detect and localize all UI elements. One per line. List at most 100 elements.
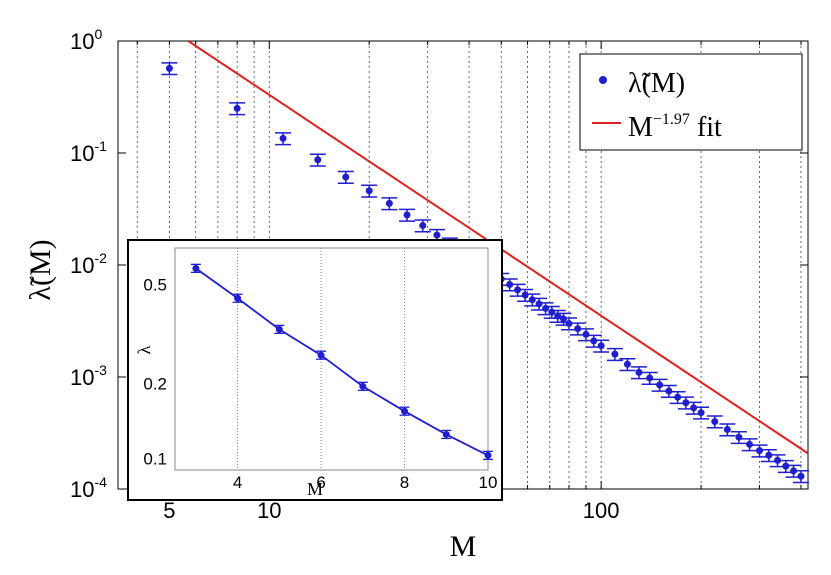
inset-data-point <box>399 406 410 416</box>
y-tick-base: 10 <box>70 29 94 54</box>
inset-point-marker <box>317 351 325 359</box>
data-point <box>561 317 578 331</box>
inset-data-point <box>441 429 452 440</box>
data-point <box>693 406 710 420</box>
data-point <box>275 132 292 146</box>
data-point <box>593 339 610 353</box>
point-marker <box>723 425 731 433</box>
inset-x-tick-label: 4 <box>233 473 242 492</box>
point-marker <box>419 222 427 230</box>
point-marker <box>765 451 773 459</box>
point-marker <box>711 418 719 426</box>
data-point <box>685 401 702 415</box>
point-marker <box>403 211 411 219</box>
point-marker <box>574 325 582 333</box>
data-point <box>730 430 747 445</box>
inset-point-marker <box>401 407 409 415</box>
inset-y-tick-label: 0.5 <box>143 275 167 294</box>
y-tick-exponent: -2 <box>94 250 107 266</box>
y-tick-base: 10 <box>70 365 94 390</box>
inset-x-tick-labels: 4 6 8 10 <box>233 473 498 492</box>
inset-data-point <box>483 450 493 461</box>
point-marker <box>433 231 441 239</box>
inset-x-tick-label: 6 <box>316 473 325 492</box>
inset-data-point <box>232 293 243 303</box>
data-point <box>531 297 548 311</box>
point-marker <box>342 173 350 181</box>
point-marker <box>697 409 705 417</box>
inset-chart: 0.5 0.2 0.1 4 6 8 10 M λ <box>127 239 503 501</box>
point-marker <box>623 360 631 368</box>
y-tick-exponent: -3 <box>94 362 107 378</box>
data-point <box>309 153 326 167</box>
y-tick-exponent: -4 <box>94 474 107 490</box>
inset-y-tick-labels: 0.5 0.2 0.1 <box>143 275 167 468</box>
y-tick-base: 10 <box>70 253 94 278</box>
inset-x-axis-title: M <box>307 479 323 499</box>
point-marker <box>665 387 673 395</box>
data-point <box>760 449 777 463</box>
point-marker <box>597 342 605 350</box>
point-marker <box>774 456 782 464</box>
inset-data-point <box>190 263 201 274</box>
inset-data-point <box>316 350 327 360</box>
main-x-tick-labels: 5 10 100 <box>163 498 619 523</box>
point-marker <box>528 296 536 304</box>
data-point <box>619 357 636 372</box>
point-marker <box>756 447 764 455</box>
data-point <box>229 102 246 116</box>
point-marker <box>635 368 643 376</box>
inset-point-marker <box>359 382 367 390</box>
point-marker <box>554 312 562 320</box>
inset-point-marker <box>484 451 492 459</box>
inset-data-point <box>357 381 368 391</box>
point-marker <box>746 440 754 448</box>
inset-x-tick-label: 10 <box>479 473 498 492</box>
point-marker <box>656 381 664 389</box>
data-point <box>414 219 431 233</box>
legend: λ̃(M) M−1.97 fit <box>579 53 803 151</box>
point-marker <box>646 374 654 382</box>
point-marker <box>559 315 567 323</box>
point-marker <box>365 187 373 195</box>
y-tick-base: 10 <box>70 477 94 502</box>
y-tick-label: 10-1 <box>70 138 107 166</box>
inset-y-tick-label: 0.1 <box>143 450 167 469</box>
x-tick-label: 100 <box>583 498 620 523</box>
data-point <box>741 438 758 452</box>
legend-fit-base: M <box>628 112 653 143</box>
legend-box <box>579 53 803 151</box>
data-point <box>577 328 594 342</box>
point-marker <box>611 350 619 358</box>
inset-data-point <box>274 324 285 335</box>
main-y-axis-title: λ̃(M) <box>24 239 57 300</box>
y-tick-label: 10-3 <box>70 362 107 390</box>
inset-series <box>190 263 493 461</box>
legend-label-fit: M−1.97 fit <box>628 111 722 143</box>
point-marker <box>165 64 173 72</box>
data-point <box>651 378 668 392</box>
data-point <box>606 347 623 362</box>
inset-y-axis-title: λ <box>134 345 154 354</box>
data-point <box>161 62 178 76</box>
x-tick-label: 5 <box>163 498 175 523</box>
inset-point-marker <box>442 430 450 438</box>
data-point <box>381 197 398 211</box>
data-point <box>361 184 378 198</box>
inset-point-marker <box>275 325 283 333</box>
data-point <box>719 423 736 437</box>
legend-marker-dot <box>599 76 607 84</box>
inset-line <box>195 267 489 457</box>
inset-background <box>127 239 503 501</box>
data-point <box>569 322 586 336</box>
legend-label-data: λ̃(M) <box>628 68 685 99</box>
inset-point-marker <box>234 294 242 302</box>
data-point <box>769 454 786 468</box>
data-point <box>641 371 658 385</box>
point-marker <box>279 134 287 142</box>
point-marker <box>565 320 573 328</box>
data-point <box>706 415 723 429</box>
point-marker <box>797 472 805 480</box>
